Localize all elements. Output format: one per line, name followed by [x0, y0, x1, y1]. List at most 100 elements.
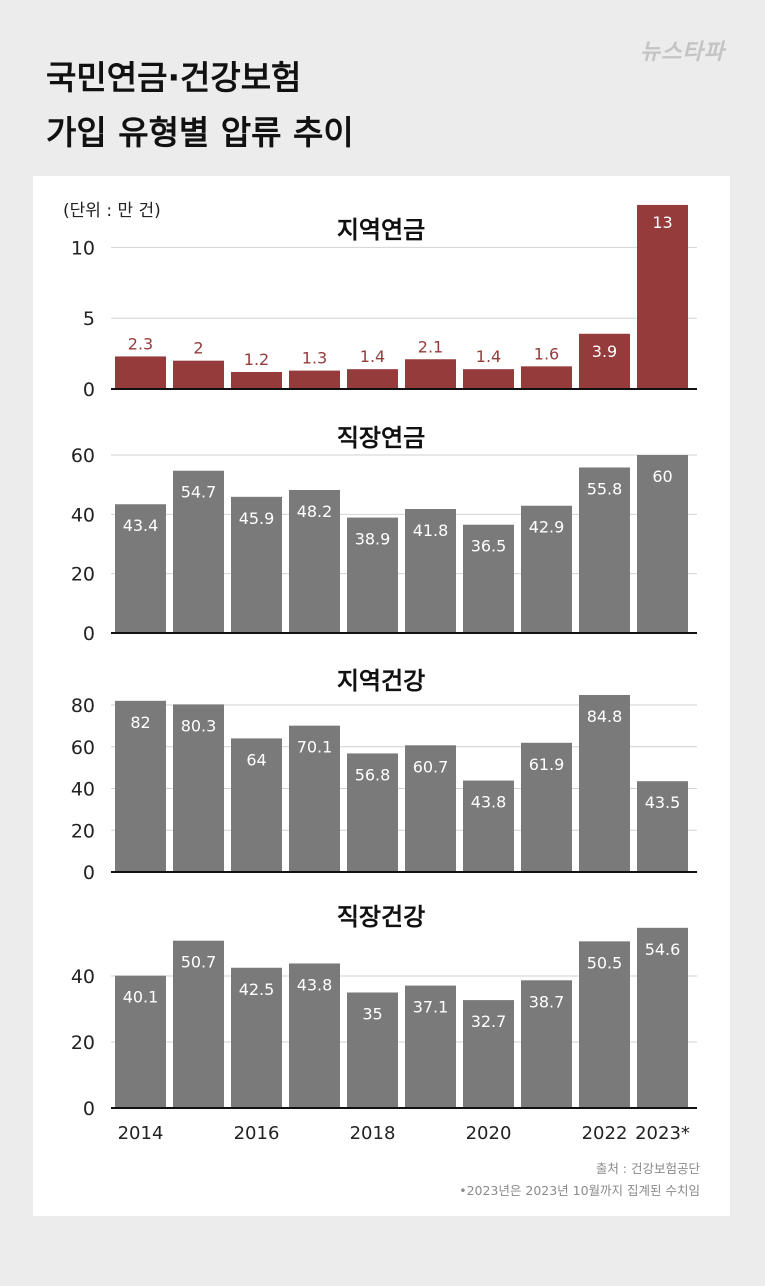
bar-value-label: 2 — [193, 339, 203, 358]
y-tick-label: 60 — [71, 737, 95, 759]
bar-value-label: 1.4 — [360, 347, 385, 366]
bar — [347, 753, 398, 872]
chart-svg: 0 5 10 지역연금 (단위 : 만 건) 2.3 2 1.2 1.3 1.4 2.1 1.4 1.6… — [63, 201, 697, 1144]
bar — [405, 985, 456, 1108]
bar — [521, 505, 572, 633]
unit-label: (단위 : 만 건) — [63, 201, 161, 221]
bar — [115, 504, 166, 633]
bar-value-label: 41.8 — [413, 521, 449, 540]
y-tick-label: 0 — [83, 379, 95, 401]
bar-value-label: 48.2 — [297, 502, 333, 521]
bar — [173, 360, 224, 389]
bar — [405, 359, 456, 389]
bar-value-label: 2.1 — [418, 337, 443, 356]
bar — [231, 496, 282, 633]
x-tick-label: 2022 — [582, 1123, 628, 1144]
bar — [579, 694, 630, 872]
chart-card: 0 5 10 지역연금 (단위 : 만 건) 2.3 2 1.2 1.3 1.4 2.1 1.4 1.6… — [33, 176, 730, 1216]
bar-value-label: 55.8 — [587, 479, 623, 498]
bar-value-label: 64 — [246, 750, 266, 769]
y-tick-label: 40 — [71, 779, 95, 801]
bar-value-label: 1.2 — [244, 350, 269, 369]
bar-value-label: 54.7 — [181, 483, 217, 502]
bar-value-label: 1.6 — [534, 344, 559, 363]
bar — [463, 524, 514, 633]
y-tick-label: 20 — [71, 820, 95, 842]
page-title-line-1: 국민연금·건강보험 — [46, 58, 302, 97]
y-tick-label: 20 — [71, 1032, 95, 1054]
y-tick-label: 40 — [71, 504, 95, 526]
bar-value-label: 35 — [362, 1005, 382, 1024]
bar-value-label: 38.7 — [529, 992, 565, 1011]
panel-title: 직장건강 — [337, 903, 425, 931]
bar-value-label: 54.6 — [645, 940, 681, 959]
bar — [231, 738, 282, 872]
bar-value-label: 43.8 — [297, 975, 333, 994]
bar — [289, 963, 340, 1108]
bar-value-label: 84.8 — [587, 707, 623, 726]
y-tick-label: 0 — [83, 862, 95, 884]
bar-value-label: 50.5 — [587, 953, 623, 972]
bar — [521, 742, 572, 872]
bar — [289, 725, 340, 872]
bar — [579, 333, 630, 389]
bar — [115, 975, 166, 1108]
bar — [637, 781, 688, 872]
bar — [347, 369, 398, 389]
source-note: 출처 : 건강보험공단 — [595, 1161, 700, 1176]
bar-value-label: 37.1 — [413, 998, 449, 1017]
bar-value-label: 42.9 — [529, 518, 565, 537]
bar — [579, 941, 630, 1108]
bar — [637, 927, 688, 1108]
bar-value-label: 36.5 — [471, 537, 507, 556]
x-tick-label: 2016 — [234, 1123, 280, 1144]
bar-value-label: 60.7 — [413, 757, 449, 776]
bar-value-label: 1.4 — [476, 347, 501, 366]
y-tick-label: 60 — [71, 445, 95, 467]
y-tick-label: 80 — [71, 695, 95, 717]
bar-value-label: 45.9 — [239, 509, 275, 528]
bar-value-label: 70.1 — [297, 738, 333, 757]
bar-value-label: 1.3 — [302, 349, 327, 368]
bar — [347, 992, 398, 1108]
bar-value-label: 56.8 — [355, 765, 391, 784]
bar — [173, 940, 224, 1108]
bar — [231, 967, 282, 1108]
bar-value-label: 38.9 — [355, 530, 391, 549]
bar — [521, 366, 572, 389]
bar-value-label: 43.4 — [123, 516, 159, 535]
bar — [173, 704, 224, 872]
bar — [405, 508, 456, 633]
panel-title: 직장연금 — [337, 424, 425, 452]
y-tick-label: 20 — [71, 564, 95, 586]
bar-value-label: 3.9 — [592, 342, 617, 361]
bar — [347, 517, 398, 633]
y-tick-label: 40 — [71, 966, 95, 988]
bar — [405, 745, 456, 872]
bar — [637, 204, 688, 389]
panel-title: 지역연금 — [337, 216, 425, 244]
bar — [463, 780, 514, 872]
bar — [637, 455, 688, 633]
y-tick-label: 0 — [83, 1098, 95, 1120]
bar — [289, 370, 340, 389]
page-title-line-2: 가입 유형별 압류 추이 — [46, 113, 354, 152]
bar-value-label: 82 — [130, 713, 150, 732]
y-tick-label: 10 — [71, 237, 95, 259]
y-tick-label: 5 — [83, 308, 95, 330]
bar-value-label: 42.5 — [239, 980, 275, 999]
x-tick-label: 2014 — [118, 1123, 164, 1144]
bar — [231, 372, 282, 389]
bar-value-label: 61.9 — [529, 755, 565, 774]
y-tick-label: 0 — [83, 623, 95, 645]
page-title: 국민연금·건강보험 가입 유형별 압류 추이 — [46, 50, 354, 160]
bar — [289, 490, 340, 633]
bar — [521, 980, 572, 1108]
bar-value-label: 32.7 — [471, 1012, 507, 1031]
x-tick-label: 2023* — [635, 1123, 690, 1144]
bar — [463, 369, 514, 389]
bar-value-label: 40.1 — [123, 988, 159, 1007]
bar-value-label: 50.7 — [181, 953, 217, 972]
bar-value-label: 43.5 — [645, 793, 681, 812]
bar-value-label: 60 — [652, 467, 672, 486]
